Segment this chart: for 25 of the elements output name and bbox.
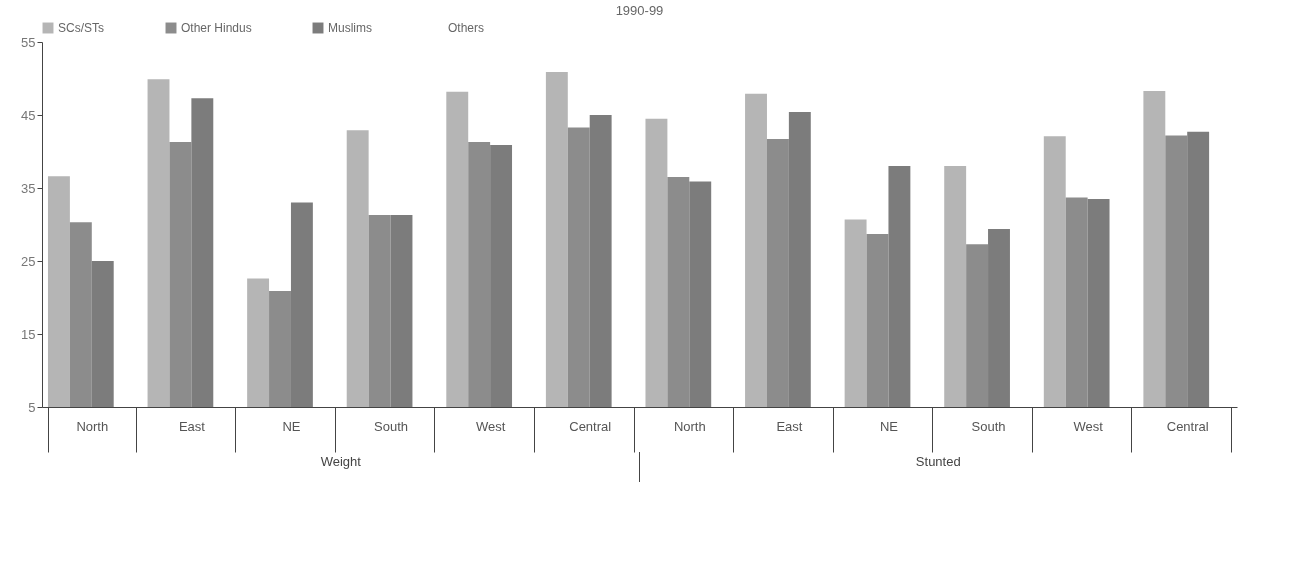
x-tick-label: South xyxy=(374,418,409,434)
text: Stunted xyxy=(915,454,961,469)
x-tick-label: NE xyxy=(879,418,899,434)
legend-label: Other Hindus xyxy=(181,21,252,35)
legend-label: Muslims xyxy=(328,21,372,35)
x-tick-label: North xyxy=(673,418,706,434)
y-tick-label: 55 xyxy=(21,34,36,50)
y-tick-label: 45 xyxy=(21,107,36,123)
x-tick-label: NE xyxy=(282,418,301,434)
x-tick-label: West xyxy=(475,418,506,434)
x-tick-label: West xyxy=(1073,418,1104,434)
x-tick-label: Central xyxy=(1166,418,1209,434)
x-tick-label: East xyxy=(178,418,206,434)
y-tick-label: 25 xyxy=(21,253,36,269)
text: Weight xyxy=(320,454,362,469)
x-tick-label: East xyxy=(776,418,803,434)
text: Others xyxy=(448,21,485,35)
y-tick-label: 5 xyxy=(28,399,36,415)
x-tick-label: South xyxy=(971,418,1006,434)
chart-title: 1990-99 xyxy=(615,3,664,18)
y-tick-label: 15 xyxy=(21,326,36,342)
legend-label: SCs/STs xyxy=(58,21,105,35)
x-tick-label: North xyxy=(76,418,109,434)
y-tick-label: 35 xyxy=(21,180,36,196)
x-tick-label: Central xyxy=(569,418,612,434)
